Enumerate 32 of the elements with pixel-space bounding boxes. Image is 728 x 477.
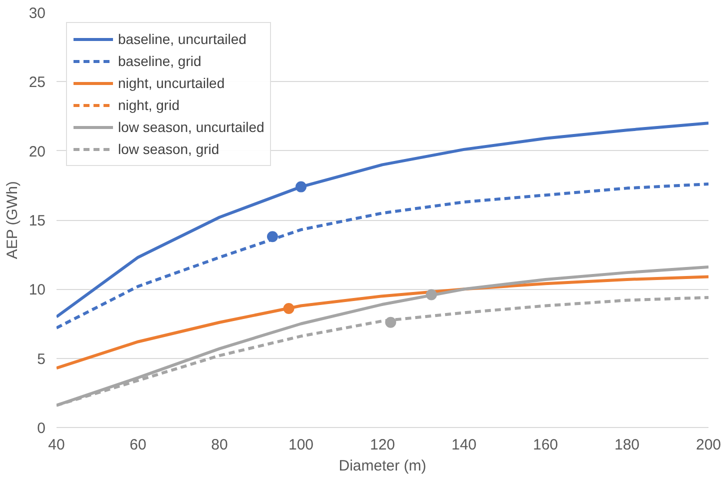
legend-label: low season, uncurtailed xyxy=(118,119,264,135)
legend-label: night, uncurtailed xyxy=(118,75,225,91)
point xyxy=(385,316,396,328)
y-tick-label: 30 xyxy=(28,5,46,22)
x-tick-label: 140 xyxy=(451,436,477,454)
x-tick-label: 160 xyxy=(532,436,558,454)
line-series xyxy=(56,122,708,318)
point xyxy=(266,231,278,242)
x-tick-label: 40 xyxy=(48,436,65,454)
x-tick-label: 60 xyxy=(130,436,146,454)
line-series xyxy=(56,275,708,370)
y-tick-label: 20 xyxy=(28,143,46,160)
legend-label: night, grid xyxy=(118,97,180,113)
line-series xyxy=(56,182,708,330)
y-tick-label: 10 xyxy=(28,282,46,299)
legend-label: low season, grid xyxy=(118,141,220,157)
x-tick-label: 180 xyxy=(614,436,640,454)
x-tick-label: 100 xyxy=(288,436,314,454)
y-tick-label: 25 xyxy=(28,74,46,92)
x-tick-label: 200 xyxy=(696,436,722,454)
point xyxy=(426,289,437,300)
x-axis-title: Diameter (m) xyxy=(338,458,426,474)
y-tick-label: 15 xyxy=(28,212,46,230)
legend-label: baseline, grid xyxy=(118,53,202,69)
y-tick-label: 5 xyxy=(37,350,46,368)
point xyxy=(283,303,294,314)
y-tick-label: 0 xyxy=(37,420,46,437)
y-axis-title: AEP (GWh) xyxy=(4,181,21,260)
x-tick-label: 80 xyxy=(211,436,228,454)
legend-label: baseline, uncurtailed xyxy=(118,31,246,47)
x-tick-label: 120 xyxy=(370,436,396,454)
point xyxy=(296,181,306,192)
